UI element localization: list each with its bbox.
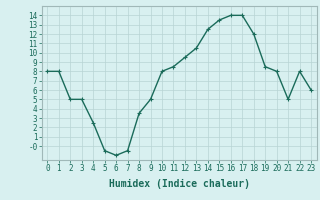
X-axis label: Humidex (Indice chaleur): Humidex (Indice chaleur) <box>109 179 250 189</box>
